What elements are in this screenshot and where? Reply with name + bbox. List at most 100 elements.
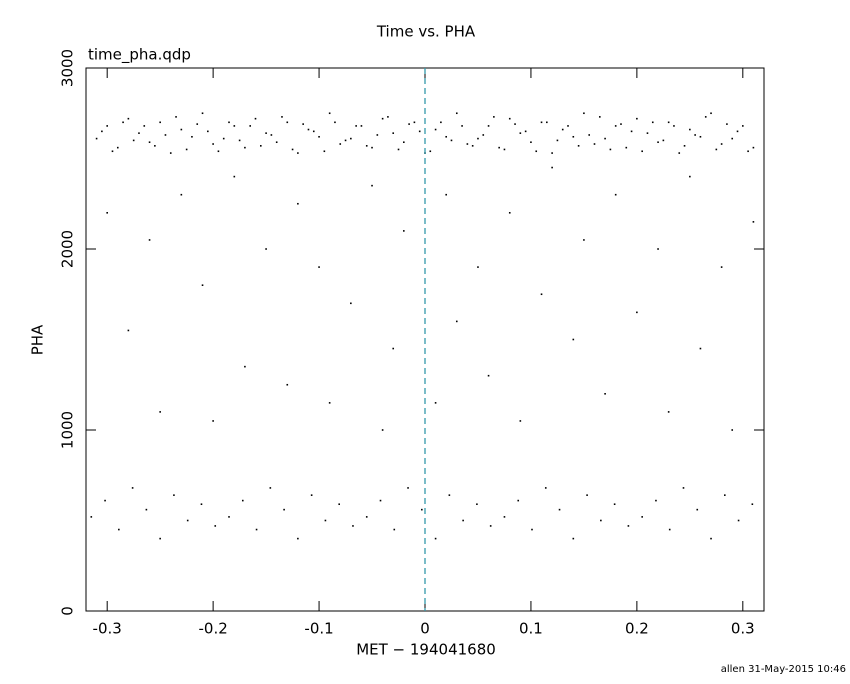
point [726, 123, 728, 125]
point [164, 134, 167, 136]
point [583, 112, 585, 115]
point [350, 137, 352, 140]
point [297, 202, 299, 205]
point [572, 135, 575, 138]
point [334, 121, 336, 124]
point [259, 145, 262, 147]
point [567, 125, 569, 127]
point [200, 503, 203, 506]
point [731, 137, 734, 140]
point [641, 150, 643, 153]
point [214, 525, 217, 527]
point [207, 130, 209, 133]
point [228, 121, 230, 124]
point [291, 148, 294, 151]
x-tick-label: 0.1 [519, 620, 543, 638]
point [254, 117, 257, 120]
point [212, 143, 214, 145]
point [101, 130, 103, 133]
point [408, 123, 410, 125]
point [297, 537, 299, 540]
point [350, 302, 352, 305]
x-tick-label: 0 [420, 620, 430, 638]
point [508, 212, 511, 214]
point [392, 347, 395, 350]
chart-title: Time vs. PHA [376, 23, 476, 41]
point [434, 128, 437, 131]
point [742, 125, 744, 127]
point [159, 121, 161, 124]
point [434, 402, 437, 404]
point [489, 525, 492, 527]
point [310, 494, 313, 496]
point [106, 125, 108, 127]
point [445, 135, 447, 138]
point [667, 121, 670, 124]
point [440, 121, 442, 124]
point [620, 123, 622, 125]
point [600, 519, 602, 522]
point [201, 284, 204, 286]
point [614, 125, 617, 127]
point [476, 503, 478, 506]
point [572, 537, 575, 540]
point [689, 175, 691, 178]
point [324, 519, 327, 522]
point [689, 128, 691, 131]
point [544, 487, 547, 489]
point [519, 132, 522, 134]
point [355, 125, 357, 127]
x-tick-label: -0.3 [93, 620, 122, 638]
point [154, 145, 156, 147]
point [498, 146, 500, 149]
point [462, 519, 464, 522]
point [747, 150, 749, 153]
y-tick-label: 2000 [59, 230, 77, 268]
point [281, 116, 283, 118]
point [95, 137, 98, 140]
point [715, 148, 718, 151]
point [752, 221, 755, 223]
point [731, 429, 734, 431]
point [302, 123, 304, 125]
point [338, 503, 340, 506]
x-axis-label: MET − 194041680 [356, 641, 496, 659]
point [376, 134, 379, 136]
point [696, 508, 699, 511]
point [752, 146, 755, 149]
point [169, 152, 172, 154]
point [403, 230, 405, 232]
point [657, 141, 659, 144]
point [704, 116, 707, 118]
point [365, 516, 368, 518]
point [122, 121, 124, 124]
point [418, 130, 421, 133]
point [678, 152, 681, 154]
point [651, 121, 654, 124]
point [387, 116, 389, 118]
point [328, 402, 331, 404]
point [323, 150, 326, 153]
point [312, 130, 315, 133]
point [212, 420, 214, 422]
chart-subtitle: time_pha.qdp [88, 46, 191, 65]
point [482, 134, 485, 136]
point [724, 494, 726, 496]
point [143, 125, 146, 127]
point [379, 499, 382, 502]
point [503, 516, 506, 518]
point [138, 132, 140, 134]
point [111, 150, 114, 153]
point [106, 212, 108, 214]
point [604, 393, 606, 395]
point [434, 537, 437, 540]
point [558, 508, 561, 511]
point [127, 117, 130, 120]
point [530, 141, 532, 144]
point [751, 503, 754, 506]
point [720, 143, 723, 145]
point [514, 123, 516, 125]
point [604, 137, 606, 140]
point [148, 239, 151, 241]
